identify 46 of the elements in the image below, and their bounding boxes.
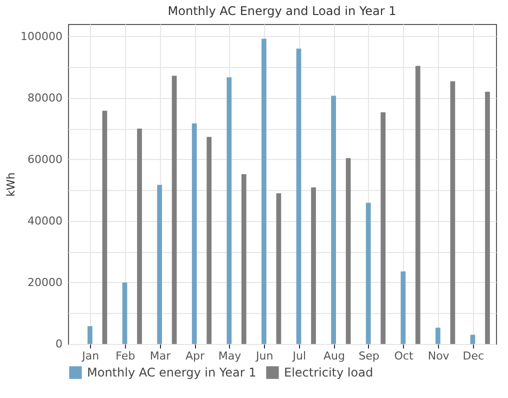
- x-tick-label: Feb: [116, 350, 136, 362]
- bar: [311, 187, 316, 344]
- bar: [346, 158, 351, 344]
- y-tick-label: 60000: [28, 152, 62, 166]
- bar: [436, 328, 440, 344]
- y-tick-label: 80000: [28, 91, 62, 104]
- bar: [122, 282, 128, 344]
- x-tick-label: Jul: [292, 350, 306, 362]
- x-tick-label: May: [218, 350, 242, 362]
- y-tick-label: 40000: [28, 214, 62, 228]
- x-tick-label: Oct: [394, 350, 414, 362]
- bar: [296, 48, 302, 344]
- bar: [400, 271, 406, 344]
- bar: [380, 112, 386, 344]
- x-tick-label: Sep: [358, 350, 380, 362]
- chart-title: Monthly AC Energy and Load in Year 1: [168, 4, 396, 18]
- bar: [206, 136, 212, 344]
- y-axis-title: kWh: [4, 172, 18, 197]
- x-tick-label: Dec: [462, 350, 484, 362]
- bar: [102, 110, 108, 344]
- x-tick-label: Jun: [255, 350, 274, 362]
- bar: [226, 77, 232, 344]
- bar: [415, 66, 420, 344]
- bar: [192, 123, 197, 344]
- bar: [276, 193, 282, 344]
- x-tick-label: Jan: [81, 350, 100, 362]
- x-tick-label: Mar: [150, 350, 172, 362]
- legend-label: Electricity load: [284, 366, 374, 380]
- y-tick-label: 0: [56, 338, 62, 350]
- x-tick-label: Nov: [428, 350, 450, 362]
- bar: [262, 38, 266, 344]
- x-tick-label: Apr: [185, 350, 205, 362]
- legend-label: Monthly AC energy in Year 1: [87, 366, 256, 380]
- bar: [470, 334, 476, 344]
- bar: [485, 92, 490, 344]
- bar: [366, 202, 371, 344]
- bar: [157, 184, 162, 344]
- bar: [331, 96, 336, 344]
- bar: [137, 128, 142, 344]
- y-tick-label: 100000: [20, 30, 62, 43]
- bar: [450, 81, 456, 344]
- bar: [241, 174, 246, 344]
- bar: [88, 326, 92, 344]
- y-tick-label: 20000: [28, 276, 62, 289]
- bar: [172, 76, 177, 344]
- x-tick-label: Aug: [323, 350, 345, 362]
